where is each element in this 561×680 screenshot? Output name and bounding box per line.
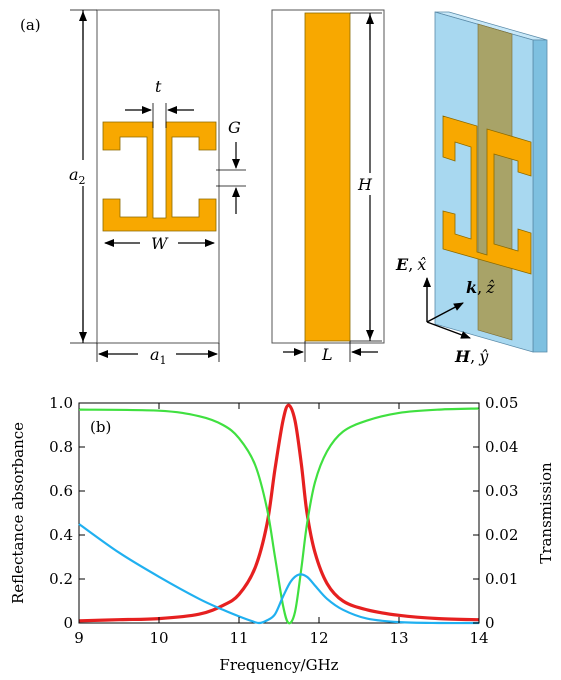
series-line-1 bbox=[78, 407, 480, 625]
x-tick-label-3: 12 bbox=[309, 629, 328, 647]
g-label: G bbox=[228, 118, 241, 137]
y2-tick-label-0: 0 bbox=[485, 614, 495, 632]
y-tick-label-0: 0 bbox=[63, 614, 73, 632]
y2-tick-label-5: 0.05 bbox=[485, 394, 518, 412]
x-tick-label-4: 13 bbox=[389, 629, 408, 647]
metal-strip bbox=[304, 12, 351, 342]
unit-cell-3d-view: E, x̂ k, ẑ H, ŷ bbox=[395, 11, 548, 366]
h-axis-label: H, ŷ bbox=[454, 347, 489, 366]
a2-label: a2 bbox=[69, 165, 86, 187]
series-group bbox=[78, 403, 480, 625]
x-tick-label-5: 14 bbox=[469, 629, 488, 647]
h-label-bg bbox=[362, 173, 380, 195]
series-line-2 bbox=[78, 523, 480, 625]
x-tick-label-1: 10 bbox=[149, 629, 168, 647]
series-line-0 bbox=[78, 403, 480, 623]
t-label: t bbox=[155, 77, 162, 96]
e-axis-label: E, x̂ bbox=[395, 255, 426, 274]
h-label: H bbox=[357, 175, 373, 194]
x-tick-label-2: 11 bbox=[229, 629, 248, 647]
y2-tick-label-2: 0.02 bbox=[485, 526, 518, 544]
y2-tick-label-3: 0.03 bbox=[485, 482, 518, 500]
y-tick-label-4: 0.8 bbox=[49, 438, 73, 456]
substrate-side-face bbox=[532, 39, 548, 353]
h-resonator-3d bbox=[442, 115, 532, 275]
y-tick-label-2: 0.4 bbox=[49, 526, 73, 544]
w-label: W bbox=[151, 234, 169, 253]
k-axis-label: k, ẑ bbox=[466, 278, 495, 297]
back-strip bbox=[477, 23, 513, 341]
panel-b-chart: 9 10 11 12 13 1400.20.40.60.81.000.010.020.03… bbox=[9, 394, 555, 674]
x-tick-label-0: 9 bbox=[74, 629, 84, 647]
l-label: L bbox=[321, 345, 333, 364]
y2-tick-label-4: 0.04 bbox=[485, 438, 518, 456]
a2-label-bg bbox=[68, 160, 96, 186]
y-tick-label-1: 0.2 bbox=[49, 570, 73, 588]
h-axis-arrow bbox=[426, 321, 471, 339]
unit-cell-top-view: a2 a1 W t G bbox=[68, 9, 246, 367]
unit-cell-strip-view: H L bbox=[271, 9, 385, 364]
y-tick-label-5: 1.0 bbox=[49, 394, 73, 412]
panel-a-label: (a) bbox=[20, 16, 41, 34]
x-axis-label: Frequency/GHz bbox=[219, 656, 338, 674]
a1-label: a1 bbox=[150, 345, 167, 367]
substrate-outline-left bbox=[96, 9, 220, 344]
y-tick-label-3: 0.6 bbox=[49, 482, 73, 500]
panel-b-label: (b) bbox=[90, 418, 111, 436]
y2-axis-label: Transmission bbox=[537, 462, 555, 564]
y2-tick-label-1: 0.01 bbox=[485, 570, 518, 588]
y-axis-label: Reflectance absorbance bbox=[9, 422, 27, 604]
ticks-group: 9 10 11 12 13 1400.20.40.60.81.000.010.020.03… bbox=[49, 394, 518, 647]
k-axis-arrow bbox=[426, 302, 464, 323]
panel-a: (a) a2 a1 W bbox=[20, 9, 548, 367]
